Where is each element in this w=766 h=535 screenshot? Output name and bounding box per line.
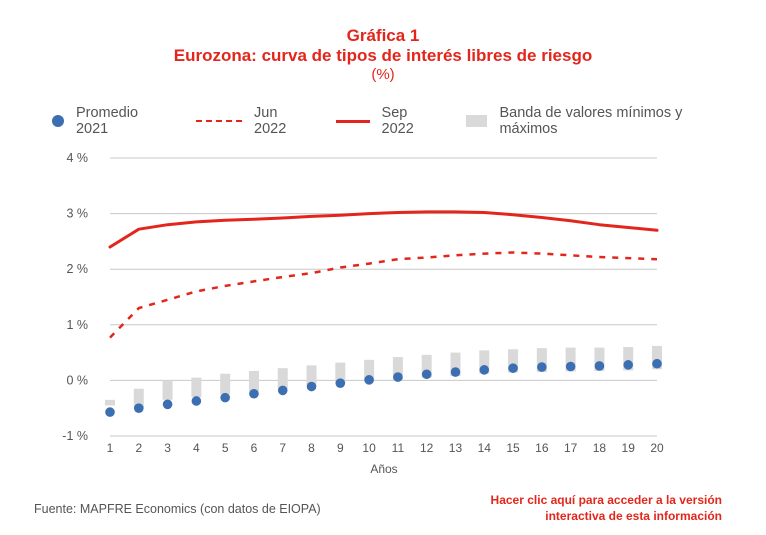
legend-dashed-line-marker [196,120,243,122]
band-bar [248,370,259,392]
x-tick-label: 20 [650,441,664,455]
y-tick-label: 0 % [66,373,88,387]
x-tick-label: 17 [564,441,578,455]
y-tick-label: 3 % [66,207,88,221]
promedio-point [220,392,230,403]
band-bar [421,354,432,378]
promedio-point [393,372,403,382]
chart-subtitle: Eurozona: curva de tipos de interés libr… [173,46,593,65]
y-tick-labels: -1 % 0 % 1 % 2 % 3 % 4 % [62,151,88,443]
y-tick-label: 1 % [66,318,88,332]
y-tick-label: -1 % [62,429,88,443]
promedio-point [479,365,490,375]
promedio-point [421,369,432,380]
series-line-jun-2022 [109,251,658,339]
legend-item-promedio: Promedio 2021 [52,105,174,137]
promedio-point [652,358,662,369]
legend-item-sep: Sep 2022 [335,105,444,137]
band-bar [508,349,519,373]
band-bar [536,348,547,373]
promedio-point [623,360,634,370]
band-bar [162,380,173,400]
y-tick-label: 2 % [66,262,88,276]
x-tick-label: 14 [478,441,492,455]
legend-dot-marker [52,115,64,127]
x-tick-label: 3 [164,441,171,455]
band-bar [191,377,202,398]
x-tick-label: 2 [135,441,142,455]
promedio-point [594,361,605,371]
link-text-line2: interactiva de esta información [545,509,722,523]
band-bar [392,357,403,381]
x-tick-label: 5 [222,441,229,455]
band-bar [565,347,576,372]
series-lines [108,210,659,339]
source-note: Fuente: MAPFRE Economics (con datos de E… [34,502,321,516]
chart-legend: Promedio 2021 Jun 2022 Sep 2022 Banda de… [52,105,766,137]
x-tick-label: 15 [506,441,520,455]
x-tick-label: 13 [449,441,463,455]
x-tick-labels: 1 2 3 4 5 6 7 8 9 10 11 12 13 14 15 16 17 18 19 20 [107,441,664,455]
x-tick-label: 4 [193,441,200,455]
x-tick-label: 12 [420,441,434,455]
band-bar [105,399,115,406]
band-bar [479,350,490,374]
promedio-dots [105,358,662,417]
series-line-sep-2022 [108,210,659,249]
x-tick-label: 7 [279,441,286,455]
band-bars [105,345,662,409]
legend-label-banda: Banda de valores mínimos y máximos [499,105,683,137]
legend-band-marker [465,115,488,127]
promedio-point [364,375,374,385]
promedio-point [133,403,144,414]
band-bar [652,345,662,370]
x-tick-label: 1 [107,441,114,455]
y-tick-label: 4 % [66,151,88,165]
legend-solid-line-marker [335,119,370,123]
link-text-line1: Hacer clic aquí para acceder a la versió… [490,493,722,507]
promedio-point [249,388,259,399]
band-bar [277,368,288,389]
band-bar [450,352,461,376]
band-bar [623,347,634,371]
x-tick-label: 16 [535,441,549,455]
band-bar [133,388,144,409]
promedio-point [191,396,202,406]
promedio-point [277,385,288,396]
x-tick-label: 6 [251,441,258,455]
chart-unit: (%) [371,66,395,83]
band-bar [364,359,375,382]
grid-lines [110,157,657,437]
band-bar [306,365,317,386]
band-bar [335,362,346,384]
promedio-point [335,378,346,388]
x-tick-label: 11 [392,441,405,455]
band-bar [220,373,231,395]
promedio-point [508,363,518,373]
legend-item-banda: Banda de valores mínimos y máximos [465,105,745,137]
promedio-point [105,407,115,417]
legend-label-sep: Sep 2022 [381,105,414,137]
promedio-point [565,361,576,372]
x-tick-label: 9 [337,441,344,455]
promedio-point [537,362,547,372]
interactive-version-link[interactable]: Hacer clic aquí para acceder a la versió… [491,492,722,524]
chart-header: Gráfica 1 Eurozona: curva de tipos de in… [0,26,766,84]
x-tick-label: 19 [622,441,636,455]
x-tick-label: 18 [593,441,607,455]
x-tick-label: 10 [362,441,376,455]
x-axis-label: Años [370,462,397,476]
promedio-point [162,399,173,410]
promedio-point [306,381,317,392]
promedio-point [450,367,461,377]
chart-title: Gráfica 1 [346,26,420,45]
band-bar [594,347,605,371]
legend-label-promedio: Promedio 2021 [75,105,139,137]
x-tick-label: 8 [308,441,315,455]
legend-label-jun: Jun 2022 [254,105,287,137]
legend-item-jun: Jun 2022 [196,105,313,137]
